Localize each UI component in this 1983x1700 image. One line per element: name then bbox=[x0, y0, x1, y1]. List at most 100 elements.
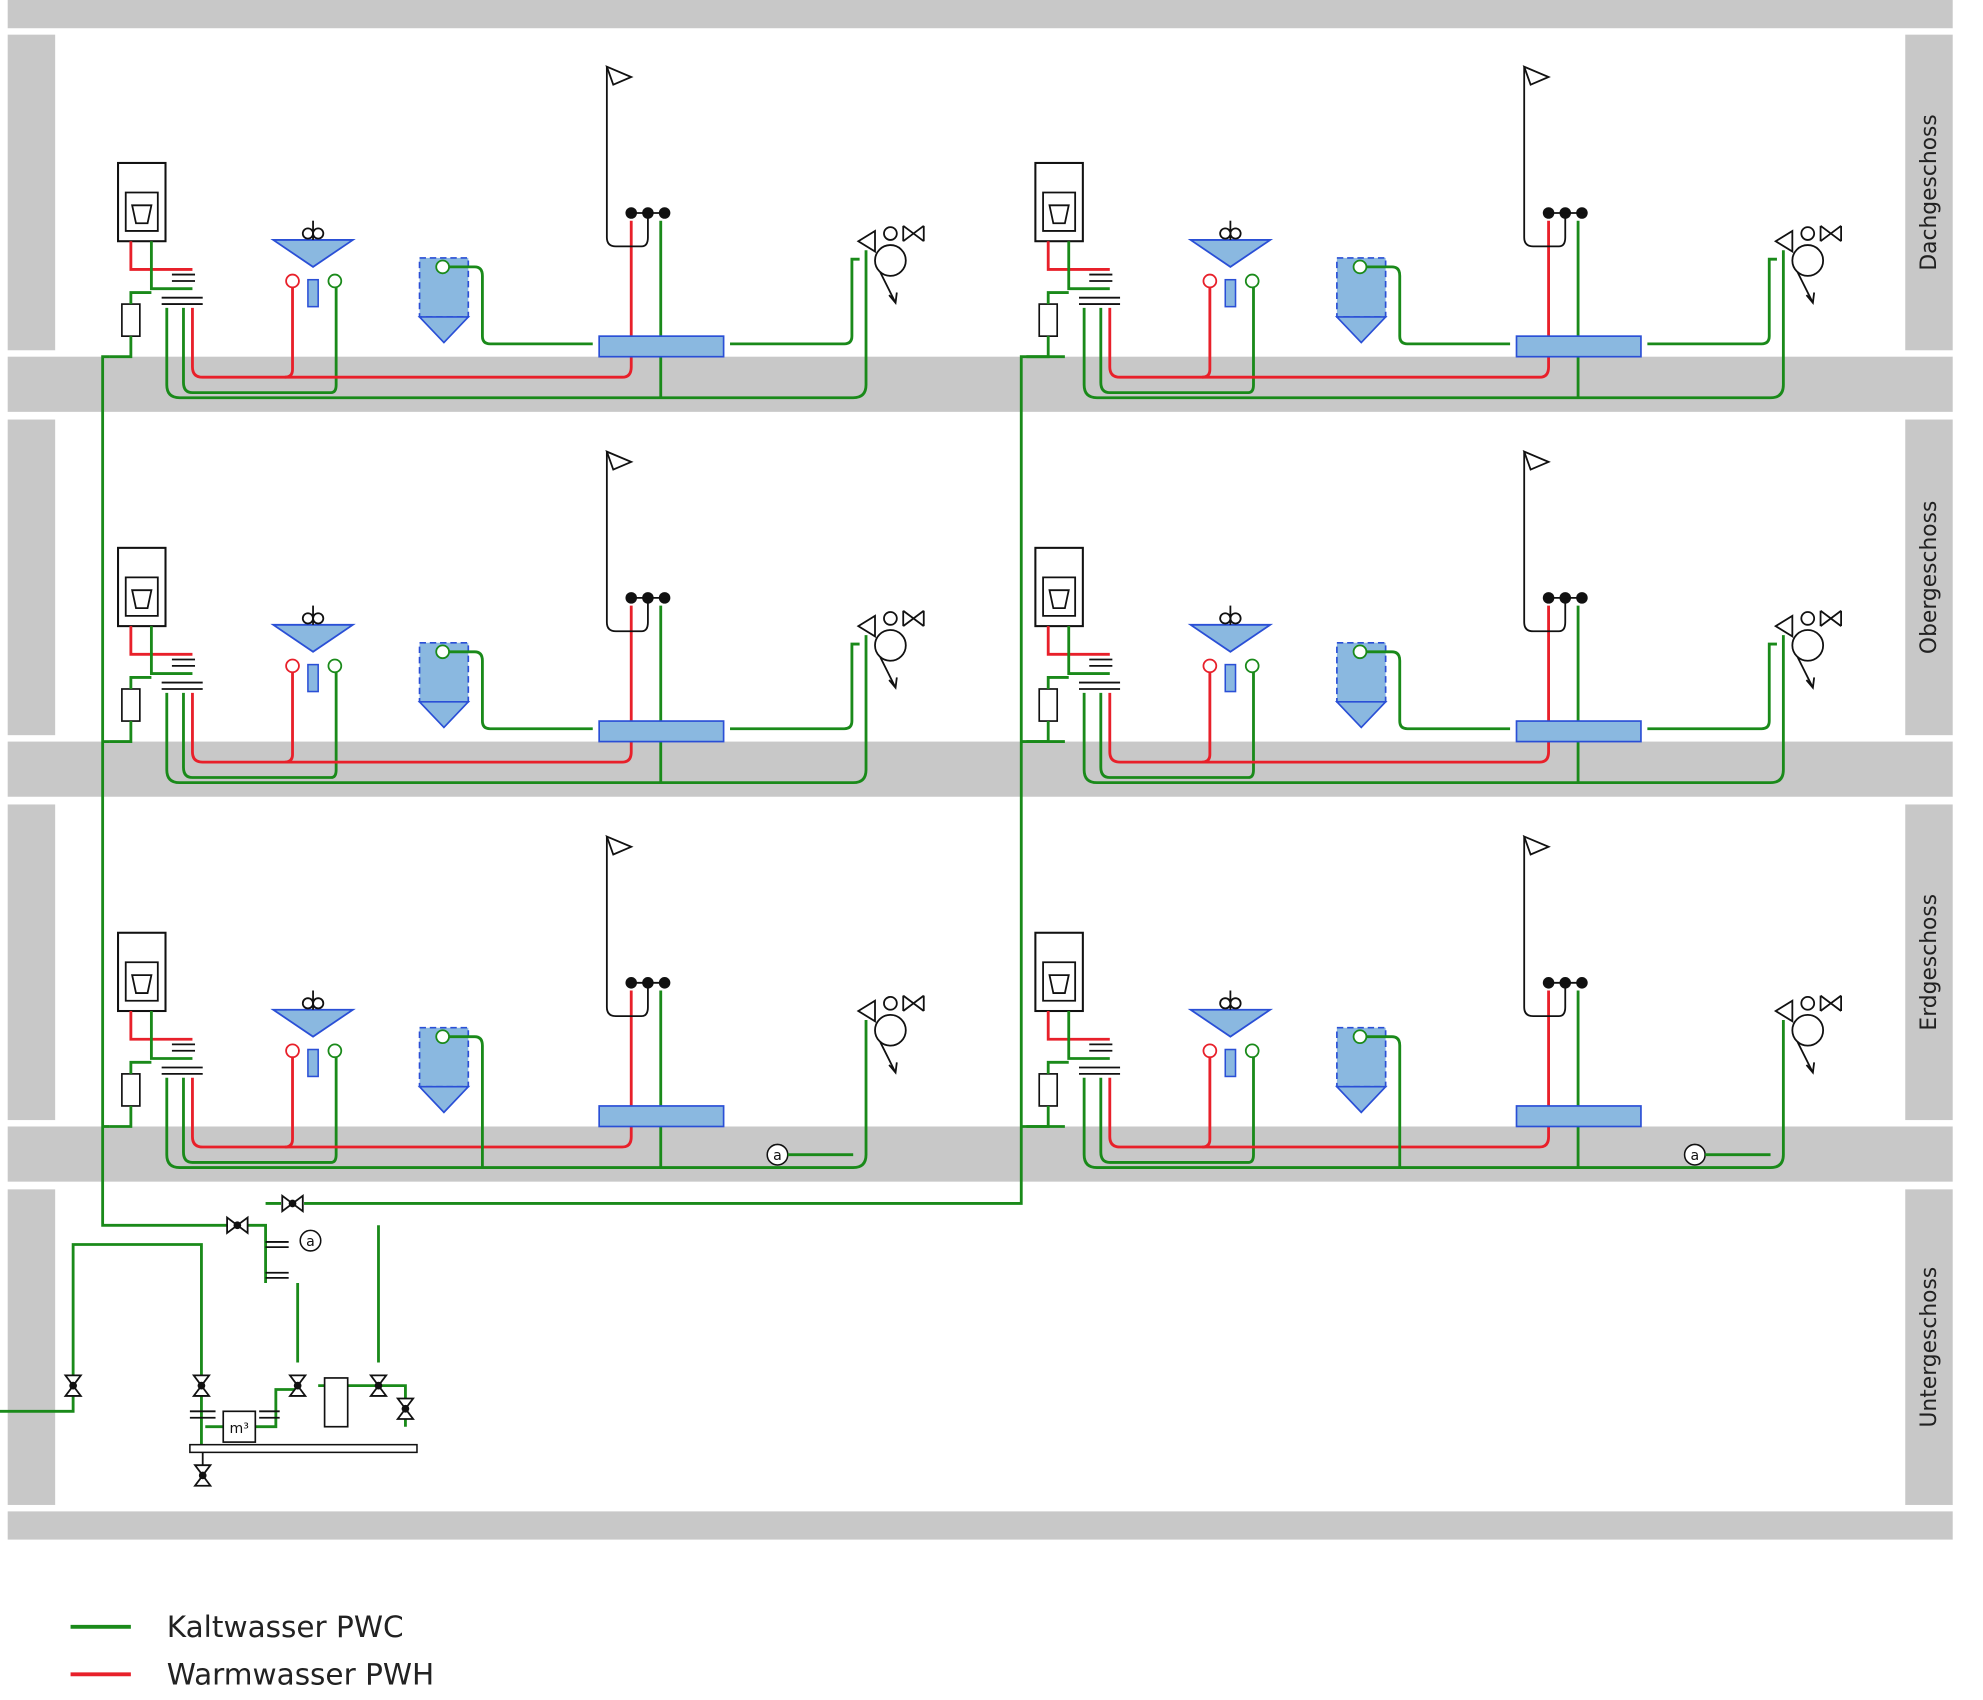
tap bbox=[883, 226, 898, 241]
pipe bbox=[1647, 642, 1777, 731]
pipe bbox=[1067, 241, 1110, 291]
drain-arrow bbox=[879, 656, 898, 690]
pipe-joint bbox=[189, 1241, 289, 1419]
faucet bbox=[312, 227, 325, 240]
faucet bbox=[301, 997, 314, 1010]
tap bbox=[1773, 225, 1842, 254]
floor-label: Obergeschoss bbox=[1917, 501, 1942, 654]
shower-tray bbox=[598, 1105, 725, 1128]
floor-label: Erdgeschoss bbox=[1917, 894, 1942, 1031]
faucet bbox=[1229, 227, 1242, 240]
shutoff bbox=[121, 1073, 141, 1107]
pipe bbox=[730, 642, 860, 731]
tap bbox=[1773, 610, 1842, 638]
wall bbox=[1905, 419, 1953, 736]
shower-tray bbox=[1515, 720, 1642, 743]
shower-head bbox=[1522, 65, 1551, 86]
slab bbox=[7, 0, 1953, 29]
angle-valve bbox=[1244, 658, 1260, 674]
pipe bbox=[182, 287, 338, 395]
pipe bbox=[284, 1057, 294, 1149]
pipe bbox=[1647, 257, 1777, 346]
shower-tray bbox=[1515, 1105, 1642, 1128]
pipe bbox=[1067, 626, 1110, 675]
angle-valve bbox=[1202, 1043, 1218, 1059]
pipe bbox=[1366, 1035, 1402, 1168]
pipe bbox=[165, 1019, 868, 1169]
shower-head bbox=[605, 834, 634, 856]
pipe bbox=[1099, 287, 1255, 395]
water-meter-label: m³ bbox=[230, 1421, 249, 1437]
shutoff bbox=[1038, 688, 1059, 722]
angle-valve bbox=[1244, 273, 1260, 289]
tap bbox=[856, 225, 925, 254]
floor-label: Dachgeschoss bbox=[1917, 114, 1942, 270]
pipe bbox=[449, 1035, 484, 1168]
valve-body bbox=[233, 1221, 242, 1230]
manifold bbox=[1079, 658, 1121, 690]
wc-bowl bbox=[1334, 1085, 1388, 1114]
angle-valve bbox=[285, 1043, 300, 1059]
heater-detail bbox=[1042, 961, 1077, 1002]
drain-label: a bbox=[773, 1148, 782, 1164]
pipe bbox=[730, 257, 860, 346]
pipe bbox=[1202, 287, 1212, 379]
washing-machine bbox=[874, 1013, 907, 1047]
faucet bbox=[1229, 997, 1242, 1010]
pipe bbox=[284, 287, 294, 379]
tap bbox=[1800, 996, 1816, 1011]
building bbox=[7, 0, 1953, 1540]
angle-valve bbox=[1352, 1029, 1368, 1044]
drain-arrow bbox=[879, 1041, 898, 1075]
pipe bbox=[129, 241, 193, 271]
wall bbox=[7, 804, 56, 1121]
pipe bbox=[109, 291, 152, 359]
pipe bbox=[1099, 672, 1255, 779]
wall bbox=[7, 419, 56, 736]
wall bbox=[1905, 1189, 1953, 1505]
faucet bbox=[301, 612, 314, 625]
pipe bbox=[109, 1060, 152, 1128]
pipe bbox=[1108, 605, 1550, 764]
shower-hose bbox=[605, 66, 649, 248]
pipe bbox=[247, 1202, 281, 1284]
pipe bbox=[449, 265, 593, 346]
pipe bbox=[149, 1011, 193, 1060]
heater-detail bbox=[124, 191, 159, 232]
pipe bbox=[129, 626, 193, 656]
pipe bbox=[1099, 1057, 1255, 1164]
faucet bbox=[1219, 997, 1232, 1010]
sink bbox=[1187, 623, 1274, 653]
shower-head bbox=[605, 65, 634, 86]
pipe bbox=[149, 241, 193, 291]
wc-bowl bbox=[417, 316, 471, 344]
pipe bbox=[1202, 672, 1212, 764]
tap bbox=[883, 611, 898, 626]
angle-valve bbox=[1244, 1043, 1260, 1059]
pipe bbox=[165, 250, 868, 400]
shower-head bbox=[1522, 834, 1551, 856]
shutoff bbox=[1038, 1073, 1059, 1107]
pipe bbox=[191, 220, 633, 379]
manifold bbox=[1079, 273, 1121, 305]
tap bbox=[1773, 994, 1842, 1023]
shutoff bbox=[121, 303, 141, 337]
shower-hose bbox=[1523, 836, 1567, 1018]
wc-bowl bbox=[1334, 316, 1388, 344]
shower-hose bbox=[605, 451, 649, 633]
pipe bbox=[191, 990, 633, 1149]
washing-machine bbox=[1791, 1013, 1825, 1047]
valve-body bbox=[374, 1381, 383, 1390]
pipe bbox=[1046, 1011, 1110, 1041]
shower-tray bbox=[598, 335, 725, 358]
pipe bbox=[1082, 250, 1785, 400]
tap bbox=[1800, 611, 1816, 626]
water-meter bbox=[222, 1410, 257, 1443]
sink bbox=[270, 623, 356, 653]
valve-body bbox=[293, 1381, 302, 1390]
shower-head bbox=[1522, 450, 1551, 471]
pipe bbox=[191, 605, 633, 764]
tap bbox=[1800, 226, 1816, 241]
valve-body bbox=[69, 1381, 77, 1390]
shower-hose bbox=[605, 836, 649, 1018]
